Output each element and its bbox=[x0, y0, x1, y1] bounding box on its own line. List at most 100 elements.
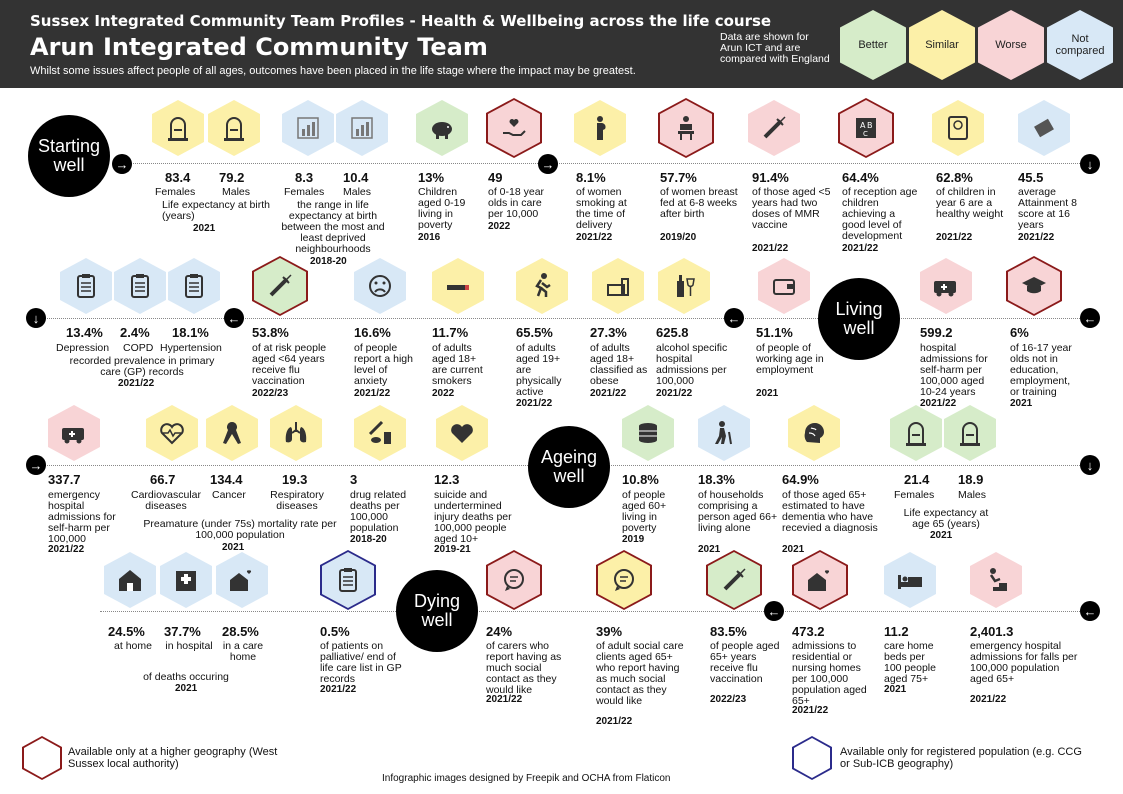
year: 2018-20 bbox=[310, 256, 347, 267]
year: 2021 bbox=[698, 544, 721, 555]
label: drug related deaths per 100,000 populati… bbox=[350, 489, 407, 534]
higher-geography-marker bbox=[486, 550, 542, 610]
label: in hospital bbox=[165, 640, 213, 652]
svg-text:C: C bbox=[863, 130, 868, 138]
stage-dying-well: Dying well bbox=[396, 570, 478, 652]
value: 337.7 bbox=[48, 472, 81, 487]
label: of 0-18 year olds in care per 10,000 bbox=[488, 186, 545, 220]
year: 2022 bbox=[488, 221, 511, 232]
clipboard-icon bbox=[114, 258, 166, 314]
label: of those aged 65+ estimated to have deme… bbox=[782, 489, 878, 534]
label: average Attainment 8 score at 16 years bbox=[1018, 186, 1077, 231]
value: 64.9% bbox=[782, 472, 819, 487]
label: recorded prevalence in primary care (GP)… bbox=[69, 355, 215, 378]
label: Children aged 0-19 living in poverty bbox=[418, 186, 466, 231]
label: alcohol specific hospital admissions per… bbox=[656, 342, 728, 387]
higher-geography-marker bbox=[596, 550, 652, 610]
label: Females bbox=[894, 489, 935, 501]
bar-chart-icon bbox=[282, 100, 334, 156]
label: of at risk people aged <64 years receive… bbox=[252, 342, 327, 387]
ambulance-icon bbox=[920, 258, 972, 314]
label: admissions to residential or nursing hom… bbox=[792, 640, 867, 707]
value: 28.5% bbox=[222, 624, 259, 639]
label: Preamature (under 75s) mortality rate pe… bbox=[143, 518, 337, 541]
label: of adults aged 18+ classified as obese bbox=[590, 342, 648, 387]
year: 2018-20 bbox=[350, 534, 387, 545]
higher-geography-marker bbox=[658, 98, 714, 158]
year: 2021 bbox=[1010, 398, 1033, 409]
value: 10.8% bbox=[622, 472, 659, 487]
year: 2021/22 bbox=[970, 694, 1007, 705]
wallet-icon bbox=[758, 258, 810, 314]
alcohol-bottle-icon bbox=[658, 258, 710, 314]
value: 49 bbox=[488, 170, 503, 185]
year: 2019 bbox=[622, 534, 645, 545]
label: of adult social care clients aged 65+ wh… bbox=[596, 640, 684, 707]
year: 2021/22 bbox=[516, 398, 553, 409]
value: 24.5% bbox=[108, 624, 145, 639]
arrow-left-icon: ← bbox=[724, 308, 744, 328]
registered-population-marker bbox=[320, 550, 376, 610]
value: 19.3 bbox=[282, 472, 308, 487]
year: 2021/22 bbox=[792, 705, 829, 716]
arrow-down-icon: ↓ bbox=[1080, 154, 1100, 174]
value: 11.2 bbox=[884, 624, 909, 639]
label: Depression bbox=[56, 342, 110, 354]
value: 6% bbox=[1010, 325, 1029, 340]
path-row-2 bbox=[45, 318, 1080, 319]
value: 21.4 bbox=[904, 472, 930, 487]
path-row-1 bbox=[130, 163, 1080, 164]
value: 625.8 bbox=[656, 325, 689, 340]
higher-geography-marker bbox=[486, 98, 542, 158]
legend-better: Better bbox=[840, 10, 906, 80]
label: suicide and undertermined injury deaths … bbox=[434, 489, 512, 545]
year: 2021 bbox=[756, 388, 779, 399]
year: 2022/23 bbox=[252, 388, 289, 399]
value: 53.8% bbox=[252, 325, 289, 340]
year: 2021/22 bbox=[354, 388, 391, 399]
value: 8.1% bbox=[576, 170, 606, 185]
arrow-left-icon: ← bbox=[764, 601, 784, 621]
value: 3 bbox=[350, 472, 358, 487]
year: 2022/23 bbox=[710, 694, 747, 705]
year: 2021/22 bbox=[1018, 232, 1055, 243]
svg-text:B: B bbox=[867, 121, 873, 130]
label: of people of working age in employment bbox=[756, 342, 824, 376]
value: 24% bbox=[486, 624, 513, 639]
header-description: Whilst some issues affect people of all … bbox=[30, 65, 636, 77]
bar-chart-icon bbox=[336, 100, 388, 156]
drugs-icon bbox=[354, 405, 406, 461]
value: 27.3% bbox=[590, 325, 627, 340]
value: 2,401.3 bbox=[970, 624, 1014, 639]
speech-bubble-icon bbox=[488, 552, 540, 608]
label: of people aged 60+ living in poverty bbox=[622, 489, 667, 534]
label: of women smoking at the time of delivery bbox=[576, 186, 627, 231]
scale-icon bbox=[932, 100, 984, 156]
higher-geography-marker bbox=[792, 550, 848, 610]
running-person-icon bbox=[516, 258, 568, 314]
legend-registered-population: Available only for registered population… bbox=[840, 746, 1082, 770]
value: 13% bbox=[418, 170, 445, 185]
header-subtitle: Sussex Integrated Community Team Profile… bbox=[30, 12, 772, 30]
arrow-down-icon: ↓ bbox=[26, 308, 46, 328]
path-row-4 bbox=[100, 611, 1080, 612]
value: 66.7 bbox=[150, 472, 176, 487]
year: 2021/22 bbox=[936, 232, 973, 243]
arrow-down-icon: ↓ bbox=[1080, 455, 1100, 475]
syringe-icon bbox=[708, 552, 760, 608]
cancer-ribbon-icon bbox=[206, 405, 258, 461]
hospital-icon bbox=[160, 552, 212, 608]
year: 2019-21 bbox=[434, 544, 471, 555]
lungs-icon bbox=[270, 405, 322, 461]
higher-geography-marker bbox=[706, 550, 762, 610]
year: 2019/20 bbox=[660, 232, 697, 243]
value: 134.4 bbox=[210, 472, 243, 487]
year: 2021/22 bbox=[118, 378, 155, 389]
gravestone-icon bbox=[890, 405, 942, 461]
value: 8.3 bbox=[295, 170, 314, 185]
value: 62.8% bbox=[936, 170, 973, 185]
value: 79.2 bbox=[219, 170, 245, 185]
arrow-left-icon: ← bbox=[224, 308, 244, 328]
label: of households comprising a person aged 6… bbox=[698, 489, 778, 534]
year: 2022 bbox=[432, 388, 455, 399]
